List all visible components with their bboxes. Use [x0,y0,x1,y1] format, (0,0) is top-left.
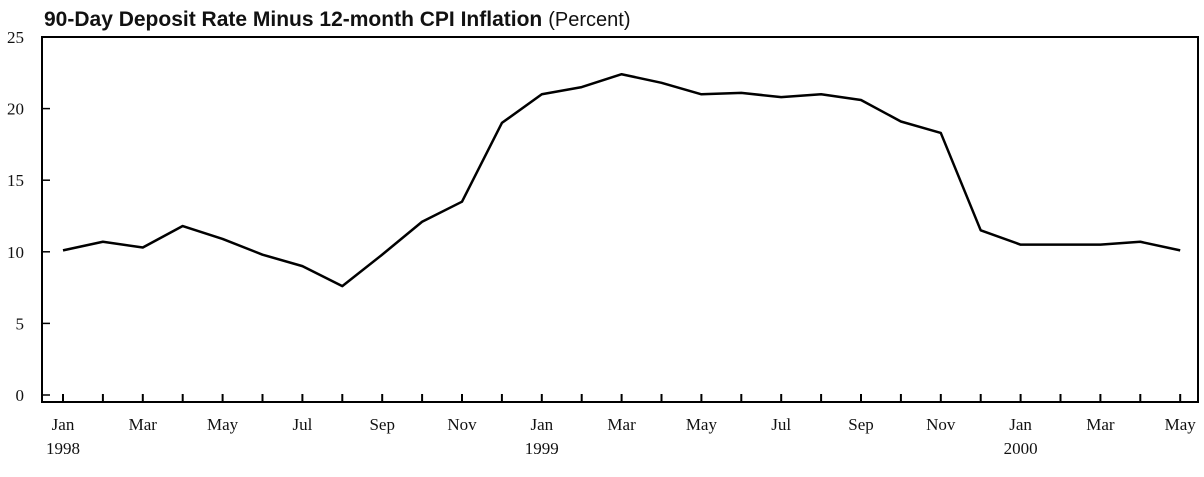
x-tick-label: Jul [292,415,312,434]
y-tick-label: 10 [7,243,24,262]
data-line [62,72,1181,288]
x-tick-label: Mar [1086,415,1115,434]
x-tick-label: Sep [369,415,395,434]
x-tick-label: Mar [129,415,158,434]
x-tick-label: May [1165,415,1197,434]
plot-frame [41,36,1199,403]
chart-title: 90-Day Deposit Rate Minus 12-month CPI I… [44,8,542,31]
x-tick-label: May [686,415,718,434]
x-tick-label: Nov [926,415,956,434]
y-tick-label: 0 [16,386,25,405]
y-tick-label: 25 [7,28,24,47]
x-tick-label: Jul [771,415,791,434]
x-tick-label: May [207,415,239,434]
x-tick-label: Jan 1999 [525,415,559,458]
y-tick-label: 5 [16,314,25,333]
x-tick-label: Sep [848,415,874,434]
y-tick-label: 20 [7,100,24,119]
y-tick-label: 15 [7,171,24,190]
x-tick-label: Jan 2000 [1004,415,1038,458]
x-tick-label: Mar [607,415,636,434]
x-tick-label: Nov [447,415,477,434]
chart-subtitle: (Percent) [548,9,630,31]
x-tick-label: Jan 1998 [46,415,80,458]
